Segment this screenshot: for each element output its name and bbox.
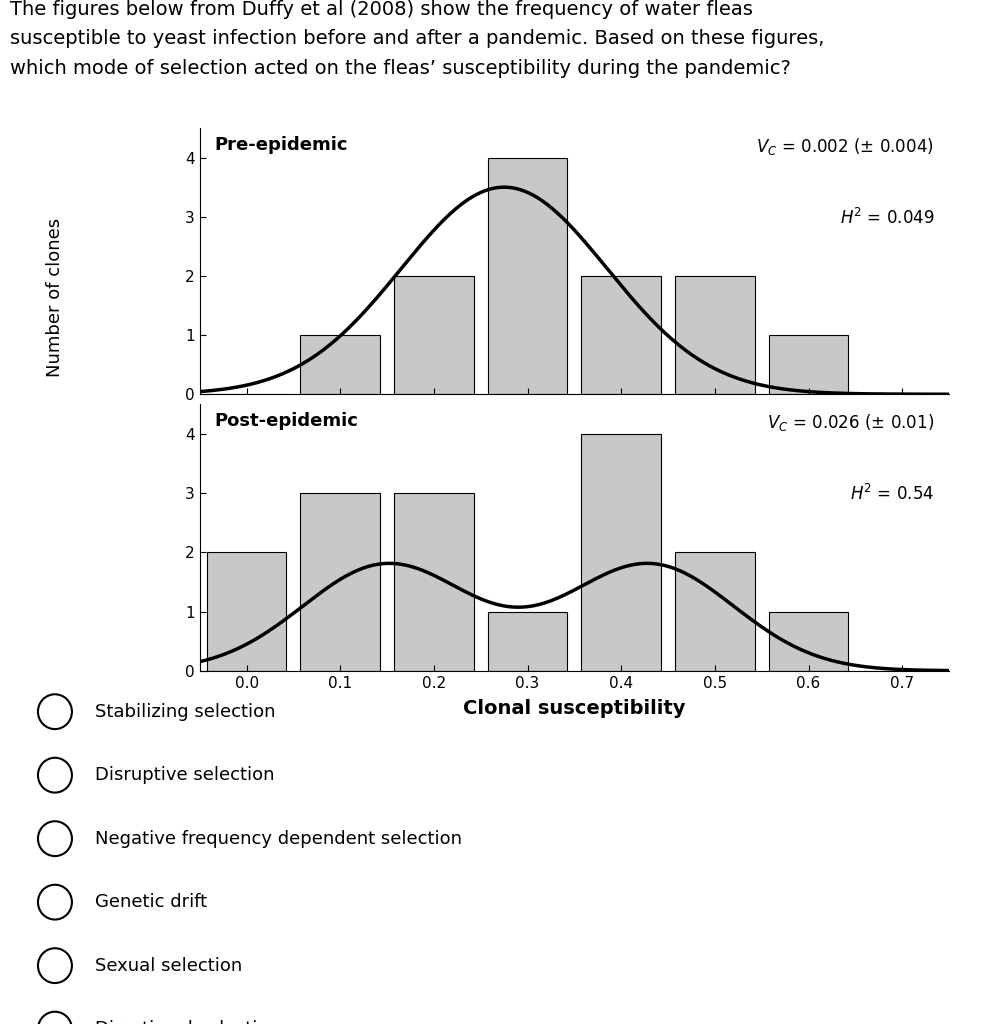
- Text: Pre-epidemic: Pre-epidemic: [215, 136, 349, 154]
- Bar: [301, 335, 380, 394]
- Text: Negative frequency dependent selection: Negative frequency dependent selection: [95, 829, 462, 848]
- Bar: [675, 275, 754, 394]
- Text: Number of clones: Number of clones: [46, 217, 64, 377]
- Text: Sexual selection: Sexual selection: [95, 956, 242, 975]
- Text: Stabilizing selection: Stabilizing selection: [95, 702, 276, 721]
- Bar: [581, 434, 661, 671]
- Bar: [769, 335, 848, 394]
- Text: The figures below from Duffy et al (2008) show the frequency of water fleas
susc: The figures below from Duffy et al (2008…: [10, 0, 824, 78]
- Bar: [301, 494, 380, 671]
- Text: $V_C$ = 0.026 (± 0.01): $V_C$ = 0.026 (± 0.01): [767, 413, 934, 433]
- Text: $H^2$ = 0.54: $H^2$ = 0.54: [850, 484, 934, 505]
- Bar: [207, 552, 287, 671]
- Bar: [581, 275, 661, 394]
- Text: Disruptive selection: Disruptive selection: [95, 766, 275, 784]
- Text: $H^2$ = 0.049: $H^2$ = 0.049: [839, 208, 934, 228]
- Text: $V_C$ = 0.002 (± 0.004): $V_C$ = 0.002 (± 0.004): [756, 136, 934, 157]
- Text: Directional selection: Directional selection: [95, 1020, 280, 1024]
- Bar: [395, 494, 474, 671]
- Text: Genetic drift: Genetic drift: [95, 893, 207, 911]
- Bar: [769, 611, 848, 671]
- Bar: [488, 158, 567, 394]
- X-axis label: Clonal susceptibility: Clonal susceptibility: [464, 699, 685, 718]
- Text: Post-epidemic: Post-epidemic: [215, 413, 359, 430]
- Bar: [395, 275, 474, 394]
- Bar: [675, 552, 754, 671]
- Bar: [488, 611, 567, 671]
